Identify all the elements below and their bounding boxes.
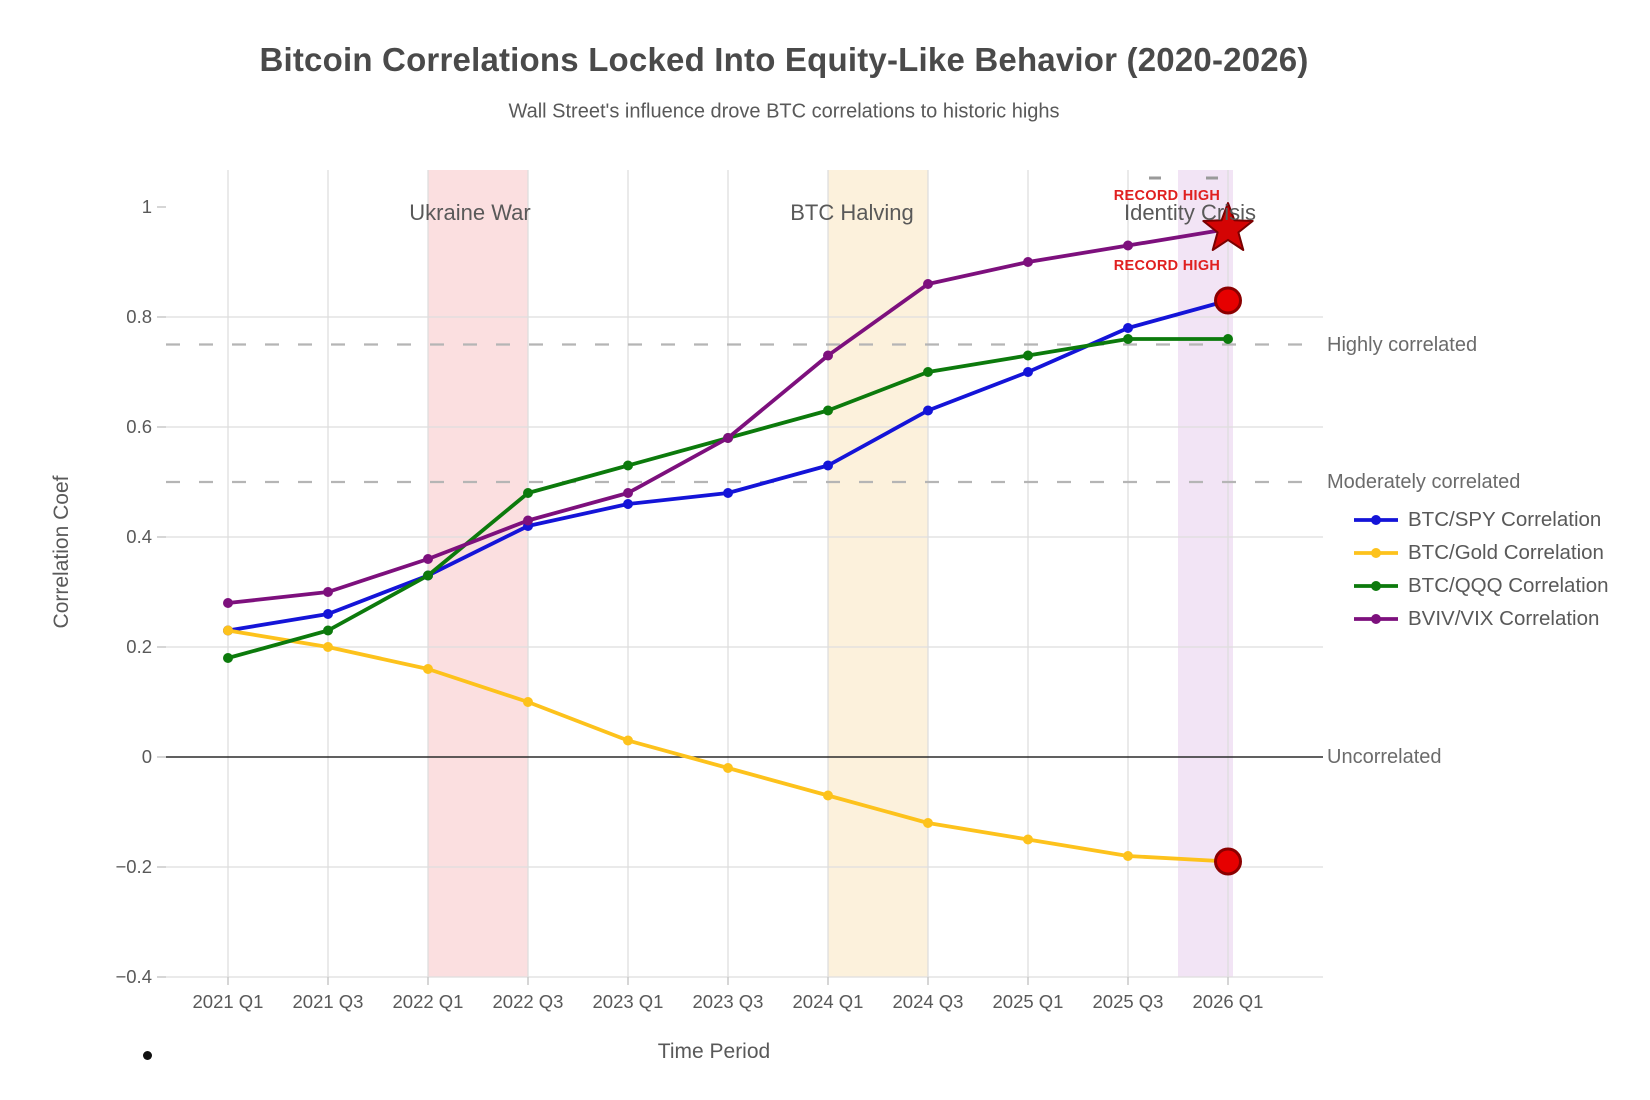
y-axis-title: Correlation Coef [50,475,73,629]
record-high-label: RECORD HIGH [1113,258,1221,274]
data-point [523,697,533,707]
data-point [223,598,233,608]
legend-marker-icon [1354,515,1398,525]
data-point [1023,834,1033,845]
data-point [323,587,333,597]
legend-item: BTC/Gold Correlation [1352,540,1632,566]
legend-item-label: BTC/QQQ Correlation [1408,574,1609,597]
band-label-btc-halving: BTC Halving [790,200,914,225]
data-point [1123,323,1133,333]
reference-label-moderately-correlated: Moderately correlated [1327,471,1521,493]
data-point [623,499,633,509]
y-tick-label: 0.4 [126,526,152,547]
y-tick-label: −0.4 [115,966,152,987]
y-tick-label: 1 [141,196,152,217]
data-point [423,664,433,674]
y-tick-label: 0.2 [126,636,152,657]
data-point [323,642,333,652]
legend-item: BVIV/VIX Correlation [1352,606,1632,632]
data-point [523,488,533,498]
data-point [923,367,933,377]
x-tick-label: 2024 Q1 [792,991,864,1012]
legend-item: BTC/QQQ Correlation [1352,573,1632,599]
data-point [223,653,233,663]
data-point [823,790,833,801]
data-point [723,433,733,443]
x-tick-label: 2023 Q3 [692,991,764,1012]
x-tick-label: 2021 Q3 [292,991,364,1012]
reference-label-uncorrelated: Uncorrelated [1327,746,1442,768]
record-high-circle-marker [1214,847,1242,876]
y-tick-label: 0.8 [126,306,152,327]
x-tick-label: 2024 Q3 [892,991,964,1012]
data-point [1123,851,1133,861]
y-tick-label: 0 [141,746,152,767]
data-point [223,625,233,636]
legend-marker-icon [1354,548,1398,558]
data-point [823,350,833,361]
reference-label-highly-correlated: Highly correlated [1327,333,1478,356]
legend-item: BTC/SPY Correlation [1352,507,1632,533]
legend-marker-icon [1354,614,1398,624]
x-tick-label: 2023 Q1 [592,991,664,1012]
x-tick-label: 2021 Q1 [192,991,264,1012]
data-point [1223,334,1233,344]
band-label-identity-crisis: Identity Crisis [1123,200,1257,225]
data-point [823,460,833,471]
data-point [423,570,433,581]
y-tick-label: −0.2 [115,856,152,877]
y-tick-label: 0.6 [126,416,152,437]
stray-point-artifact [143,1051,152,1060]
record-high-circle-marker [1214,286,1242,315]
data-point [623,460,633,471]
data-point [723,488,733,498]
data-point [1123,240,1133,251]
legend-item-label: BTC/Gold Correlation [1408,541,1604,564]
chart-subtitle: Wall Street's influence drove BTC correl… [508,100,1060,123]
record-high-star-marker [1202,202,1254,251]
data-point [1123,334,1133,344]
data-point [1023,257,1033,267]
data-point [1023,350,1033,361]
x-tick-label: 2026 Q1 [1192,991,1264,1012]
legend-item-label: BTC/SPY Correlation [1408,508,1602,531]
data-point [923,405,933,416]
data-point [323,625,333,636]
event-band-0 [428,170,528,977]
x-tick-label: 2025 Q3 [1092,991,1164,1012]
legend-item-label: BVIV/VIX Correlation [1408,607,1600,630]
data-point [623,735,633,746]
band-label-ukraine-war: Ukraine War [409,200,531,225]
data-point [923,279,933,289]
x-tick-label: 2022 Q1 [392,991,464,1012]
data-point [423,554,433,564]
legend-marker-icon [1354,581,1398,591]
data-point [1023,367,1033,377]
x-tick-label: 2025 Q1 [992,991,1064,1012]
data-point [323,609,333,619]
event-band-1 [828,170,928,977]
data-point [523,515,533,526]
data-point [623,488,633,498]
x-tick-label: 2022 Q3 [492,991,564,1012]
chart-title: Bitcoin Correlations Locked Into Equity-… [259,41,1309,78]
record-high-label: RECORD HIGH [1113,188,1221,204]
data-point [723,763,733,773]
x-axis-title: Time Period [657,1040,771,1063]
data-point [823,405,833,416]
data-point [923,818,933,828]
